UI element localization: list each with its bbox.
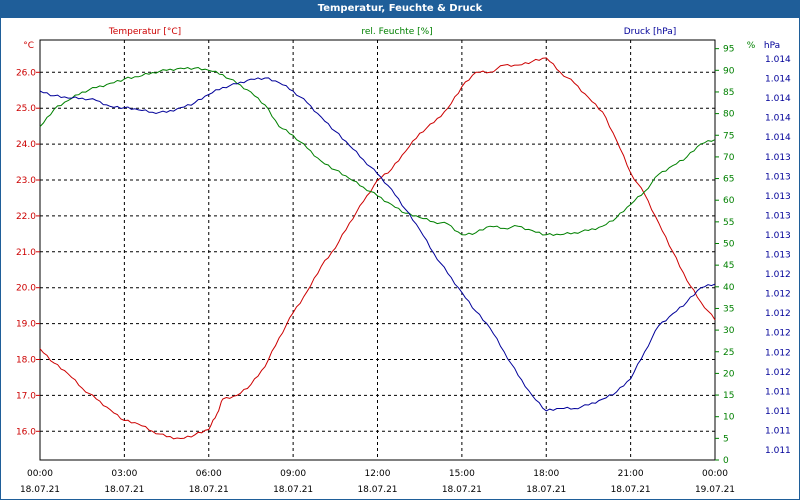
humidity-tick-label: 20 — [723, 369, 735, 379]
pressure-tick-label: 1.012 — [765, 309, 791, 319]
pressure-tick-label: 1.014 — [765, 94, 791, 104]
pressure-tick-label: 1.013 — [765, 153, 791, 163]
x-tick-time: 15:00 — [449, 469, 475, 479]
chart-title: Temperatur, Feuchte & Druck — [0, 0, 800, 17]
humidity-tick-label: 90 — [723, 66, 735, 76]
temperature-tick-label: 26.0 — [16, 68, 36, 78]
humidity-tick-label: 15 — [723, 391, 734, 401]
legend-humidity: rel. Feuchte [%] — [361, 27, 432, 37]
humidity-tick-label: 0 — [723, 456, 729, 466]
x-tick-time: 21:00 — [618, 469, 644, 479]
pressure-tick-label: 1.014 — [765, 133, 791, 143]
humidity-tick-label: 40 — [723, 283, 735, 293]
x-tick-time: 09:00 — [280, 469, 306, 479]
humidity-tick-label: 35 — [723, 304, 734, 314]
x-tick-date: 18.07.21 — [273, 485, 313, 495]
humidity-unit-label: % — [747, 41, 756, 51]
humidity-tick-label: 60 — [723, 196, 735, 206]
pressure-tick-label: 1.011 — [765, 446, 791, 456]
temperature-tick-label: 21.0 — [16, 248, 36, 258]
humidity-series-line — [39, 66, 716, 236]
x-tick-time: 00:00 — [702, 469, 728, 479]
pressure-tick-label: 1.012 — [765, 290, 791, 300]
pressure-tick-label: 1.011 — [765, 426, 791, 436]
temperature-tick-label: 22.0 — [16, 212, 36, 222]
temperature-tick-label: 17.0 — [16, 391, 36, 401]
pressure-tick-label: 1.012 — [765, 368, 791, 378]
pressure-tick-label: 1.012 — [765, 348, 791, 358]
temperature-tick-label: 18.0 — [16, 355, 36, 365]
x-tick-time: 03:00 — [111, 469, 137, 479]
x-tick-date: 18.07.21 — [442, 485, 482, 495]
pressure-tick-label: 1.013 — [765, 211, 791, 221]
pressure-tick-label: 1.013 — [765, 231, 791, 241]
humidity-tick-label: 70 — [723, 153, 735, 163]
pressure-tick-label: 1.014 — [765, 55, 791, 65]
legend-temperature: Temperatur [°C] — [108, 27, 181, 37]
temperature-tick-label: 19.0 — [16, 320, 36, 330]
x-tick-date: 18.07.21 — [189, 485, 229, 495]
humidity-tick-label: 65 — [723, 175, 734, 185]
pressure-tick-label: 1.011 — [765, 407, 791, 417]
pressure-tick-label: 1.014 — [765, 114, 791, 124]
temperature-tick-label: 23.0 — [16, 176, 36, 186]
x-tick-date: 18.07.21 — [357, 485, 397, 495]
humidity-tick-label: 75 — [723, 131, 734, 141]
pressure-tick-label: 1.013 — [765, 172, 791, 182]
tick-labels: 00:00 18.07.21 03:00 18.07.21 06:00 18.07.21 0… — [16, 45, 791, 495]
humidity-tick-label: 50 — [723, 240, 735, 250]
pressure-tick-label: 1.014 — [765, 75, 791, 85]
humidity-tick-label: 30 — [723, 326, 735, 336]
temperature-tick-label: 25.0 — [16, 104, 36, 114]
x-tick-date: 18.07.21 — [20, 485, 60, 495]
pressure-tick-label: 1.012 — [765, 270, 791, 280]
temperature-tick-label: 16.0 — [16, 427, 36, 437]
pressure-tick-label: 1.013 — [765, 251, 791, 261]
legend-pressure: Druck [hPa] — [624, 27, 677, 37]
pressure-tick-label: 1.013 — [765, 192, 791, 202]
temperature-tick-label: 24.0 — [16, 140, 36, 150]
x-tick-date: 19.07.21 — [695, 485, 735, 495]
x-tick-time: 18:00 — [533, 469, 559, 479]
humidity-tick-label: 95 — [723, 45, 734, 55]
pressure-tick-label: 1.012 — [765, 329, 791, 339]
humidity-tick-label: 45 — [723, 261, 734, 271]
humidity-tick-label: 55 — [723, 218, 734, 228]
humidity-tick-label: 85 — [723, 88, 734, 98]
humidity-tick-label: 25 — [723, 348, 734, 358]
series-layer — [39, 57, 716, 440]
x-tick-time: 00:00 — [27, 469, 53, 479]
x-tick-time: 06:00 — [196, 469, 222, 479]
pressure-series-line — [39, 77, 716, 412]
temperature-tick-label: 20.0 — [16, 284, 36, 294]
x-tick-date: 18.07.21 — [526, 485, 566, 495]
x-tick-time: 12:00 — [365, 469, 391, 479]
x-tick-date: 18.07.21 — [611, 485, 651, 495]
temperature-unit-label: °C — [23, 41, 34, 51]
humidity-tick-label: 5 — [723, 434, 729, 444]
x-tick-date: 18.07.21 — [104, 485, 144, 495]
humidity-tick-label: 80 — [723, 110, 735, 120]
humidity-tick-label: 10 — [723, 413, 735, 423]
pressure-tick-label: 1.011 — [765, 387, 791, 397]
pressure-unit-label: hPa — [764, 41, 780, 51]
